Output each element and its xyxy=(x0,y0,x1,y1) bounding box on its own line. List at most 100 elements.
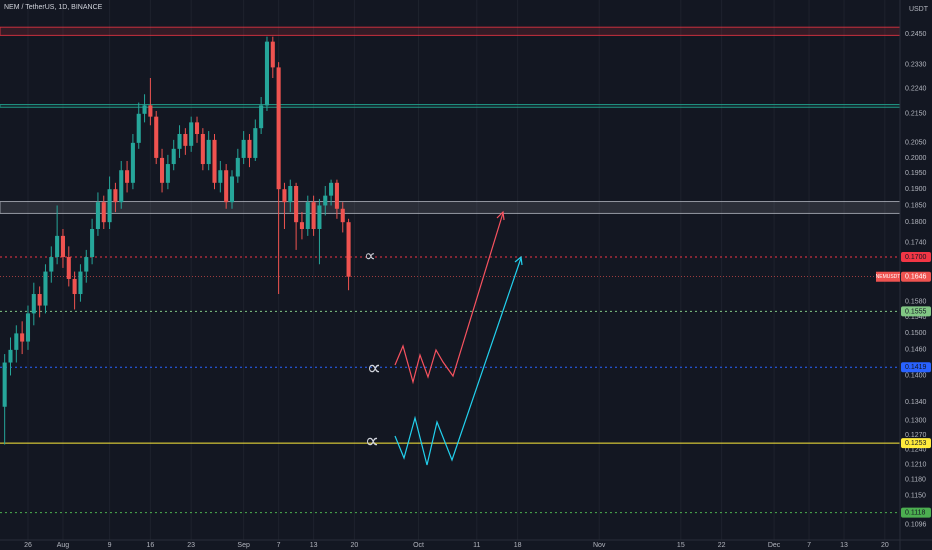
candle-body xyxy=(183,133,188,146)
candle-body xyxy=(206,139,211,165)
x-tick-label: 18 xyxy=(514,542,522,549)
y-tick-label: 0.1850 xyxy=(905,202,927,209)
y-tick-label: 0.1800 xyxy=(905,219,927,226)
annotation: ∝ xyxy=(365,430,379,452)
x-tick-label: 15 xyxy=(677,542,685,549)
candle-body xyxy=(224,170,229,203)
last-price-label: 0.1646 xyxy=(905,274,927,281)
candle-body xyxy=(177,133,182,149)
y-tick-label: 0.1500 xyxy=(905,330,927,337)
candle-body xyxy=(119,170,124,203)
y-tick-label: 0.1580 xyxy=(905,299,927,306)
candle-body xyxy=(200,133,205,165)
level-label-bg xyxy=(901,362,931,373)
candles xyxy=(2,36,351,445)
projection-drawings xyxy=(394,210,523,466)
zones xyxy=(0,26,901,514)
candle-body xyxy=(294,185,299,223)
candle-body xyxy=(241,139,246,158)
y-tick-label: 0.1900 xyxy=(905,186,927,193)
candle-body xyxy=(276,67,281,190)
annotation: ∝ xyxy=(364,248,375,265)
level-label: 0.1253 xyxy=(905,440,927,447)
y-tick-label: 0.2000 xyxy=(905,155,927,162)
level-label: 0.1555 xyxy=(905,308,927,315)
y-tick-label: 0.2240 xyxy=(905,86,927,93)
x-tick-label: Sep xyxy=(237,542,250,549)
candle-body xyxy=(2,362,7,407)
price-zone xyxy=(0,26,901,36)
candle-body xyxy=(194,122,200,134)
y-tick-label: 0.2450 xyxy=(905,31,927,38)
candle-body xyxy=(95,202,100,229)
level-label: 0.1419 xyxy=(905,364,927,371)
x-tick-label: 7 xyxy=(277,542,281,549)
y-tick-label: 0.1340 xyxy=(905,399,927,406)
candle-body xyxy=(212,139,217,183)
candle-body xyxy=(323,195,328,206)
chart-title: NEM / TetherUS, 1D, BINANCE xyxy=(4,4,103,11)
candle-body xyxy=(60,235,65,258)
x-tick-label: Dec xyxy=(768,542,781,549)
candle-body xyxy=(43,271,48,306)
candle-body xyxy=(25,313,31,342)
candle-body xyxy=(247,139,252,158)
x-tick-label: 16 xyxy=(146,542,154,549)
symbol-label-bg xyxy=(876,271,900,282)
x-tick-label: 20 xyxy=(351,542,359,549)
x-tick-label: 7 xyxy=(807,542,811,549)
last-price-bg xyxy=(901,271,931,282)
x-tick-label: 23 xyxy=(187,542,195,549)
candle-body xyxy=(20,333,25,342)
candle-body xyxy=(148,105,153,117)
candle-body xyxy=(346,222,351,277)
x-tick-label: 20 xyxy=(881,542,889,549)
x-tick-label: 22 xyxy=(718,542,726,549)
x-tick-label: 26 xyxy=(24,542,32,549)
candle-body xyxy=(14,333,19,350)
candle-body xyxy=(107,189,112,223)
candle-body xyxy=(229,176,235,203)
level-label-bg xyxy=(901,507,931,518)
y-tick-label: 0.2050 xyxy=(905,140,927,147)
candle-body xyxy=(235,157,240,177)
candle-body xyxy=(49,257,54,272)
candle-body xyxy=(288,185,293,203)
axis-labels: 0.2450 0.2330 0.2240 0.2150 0.2050 0.2000 0.19… xyxy=(24,31,931,549)
y-tick-label: 0.1210 xyxy=(905,461,927,468)
candle-body xyxy=(142,105,147,114)
symbol-label: NEMUSDT xyxy=(876,274,901,280)
candle-body xyxy=(311,202,316,229)
y-axis-unit: USDT xyxy=(909,6,929,13)
y-tick-label: 0.2150 xyxy=(905,111,927,118)
candle-body xyxy=(55,235,60,258)
candle-body xyxy=(329,182,334,196)
y-tick-label: 0.1400 xyxy=(905,372,927,379)
candle-body xyxy=(136,113,141,143)
candle-body xyxy=(66,257,71,279)
candle-body xyxy=(37,294,42,306)
y-tick-label: 0.1240 xyxy=(905,446,927,453)
price-zone xyxy=(0,104,901,108)
candle-body xyxy=(84,257,89,272)
y-tick-label: 0.1300 xyxy=(905,418,927,425)
candle-body xyxy=(8,349,13,363)
level-label: 0.1118 xyxy=(905,510,925,517)
grid xyxy=(27,0,886,540)
candle-body xyxy=(154,116,159,158)
candle-body xyxy=(317,205,322,229)
x-tick-label: Oct xyxy=(413,542,424,549)
candle-body xyxy=(125,170,130,183)
annotation: ∝ xyxy=(367,357,381,379)
red-arrow-head xyxy=(496,210,505,221)
cyan-projection xyxy=(394,257,522,466)
y-tick-label: 0.1460 xyxy=(905,347,927,354)
candle-body xyxy=(299,222,304,229)
candle-body xyxy=(253,128,258,158)
y-tick-label: 0.1540 xyxy=(905,314,927,321)
candle-body xyxy=(264,41,270,106)
candle-body xyxy=(270,41,275,68)
candle-body xyxy=(90,228,95,258)
x-tick-label: Aug xyxy=(57,542,70,549)
